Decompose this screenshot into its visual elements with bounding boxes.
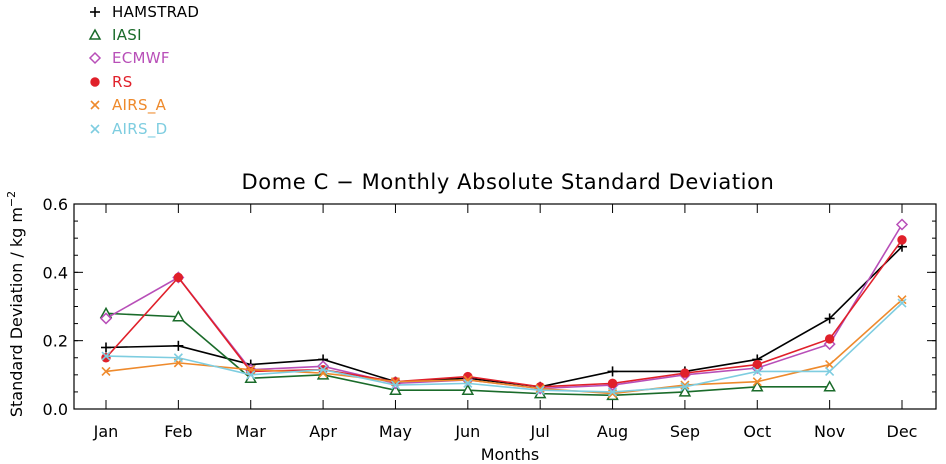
legend-marker-shape	[90, 100, 100, 110]
x-tick-label: Aug	[597, 422, 628, 441]
series-airs-a	[101, 295, 907, 399]
legend-item-airs-a: AIRS_A	[88, 94, 199, 117]
data-point-iasi	[389, 383, 402, 395]
x-tick-label: Oct	[743, 422, 771, 441]
data-point-iasi	[172, 310, 185, 322]
data-point-rs	[680, 368, 690, 378]
legend-label-airs-d: AIRS_D	[112, 119, 168, 138]
legend-label-ecmwf: ECMWF	[112, 49, 170, 68]
y-axis-label-main: Standard Deviation / kg m	[7, 207, 26, 417]
data-point-airs-d	[752, 366, 762, 376]
series-airs-d	[101, 298, 907, 397]
legend-label-iasi: IASI	[112, 26, 142, 45]
data-point-airs-d	[173, 353, 183, 363]
data-point-airs-a	[897, 295, 907, 305]
data-point-rs	[752, 359, 762, 370]
plot-frame	[73, 203, 937, 410]
data-point-hamstrad	[607, 366, 618, 377]
data-point-airs-a	[101, 366, 111, 376]
x-tick-label: Jun	[454, 422, 480, 441]
data-point-rs	[897, 235, 907, 245]
x-axis-label: Months	[481, 445, 539, 464]
data-point-airs-a	[752, 377, 762, 387]
x-tick-label: Jul	[530, 422, 550, 441]
series-line-rs	[105, 239, 903, 388]
x-tick-label: Apr	[309, 422, 337, 441]
legend-marker-shape	[90, 77, 100, 87]
data-point-airs-d	[825, 366, 835, 376]
data-point-airs-a	[535, 383, 545, 394]
data-point-rs	[824, 334, 835, 344]
legend-item-airs-d: AIRS_D	[88, 117, 199, 140]
legend-marker-rs	[88, 75, 112, 89]
legend-marker-iasi	[88, 28, 112, 42]
data-point-rs	[101, 353, 111, 363]
legend-marker-shape	[88, 52, 102, 65]
legend-marker-ecmwf	[88, 51, 112, 65]
data-point-airs-a	[463, 375, 473, 385]
data-point-hamstrad	[824, 313, 835, 324]
y-tick-label: 0.0	[43, 400, 68, 419]
legend-label-hamstrad: HAMSTRAD	[112, 2, 200, 21]
legend-item-hamstrad: HAMSTRAD	[88, 0, 199, 23]
data-point-ecmwf	[99, 312, 113, 325]
legend-label-airs-a: AIRS_A	[112, 96, 167, 115]
data-point-airs-d	[101, 351, 111, 361]
data-point-airs-d	[897, 298, 907, 308]
data-point-airs-d	[463, 378, 473, 388]
series-layer	[99, 218, 909, 401]
legend-marker-shape	[90, 124, 100, 134]
x-tick-label: Jan	[93, 422, 119, 441]
data-point-airs-d	[607, 387, 618, 397]
y-tick-label: 0.2	[43, 332, 68, 351]
x-tick-label: Feb	[164, 422, 192, 441]
legend-marker-shape	[88, 28, 102, 40]
y-axis-label-exponent: −2	[5, 191, 18, 207]
data-point-iasi	[823, 380, 836, 392]
x-tick-label: Sep	[670, 422, 700, 441]
data-point-airs-a	[825, 360, 835, 370]
legend-marker-hamstrad	[88, 5, 112, 19]
data-point-rs	[173, 272, 184, 283]
data-point-hamstrad	[173, 340, 184, 351]
series-line-airs-a	[105, 299, 903, 395]
data-point-airs-d	[680, 382, 690, 392]
y-tick-label: 0.4	[43, 263, 68, 282]
series-hamstrad	[101, 241, 907, 392]
y-axis-label: Standard Deviation / kg m−2	[5, 191, 26, 417]
legend-marker-airs-d	[88, 122, 112, 136]
data-point-airs-d	[535, 385, 545, 395]
x-tick-label: Dec	[887, 422, 918, 441]
legend-item-iasi: IASI	[88, 23, 199, 46]
legend-marker-airs-a	[88, 98, 112, 112]
x-tick-label: Nov	[814, 422, 845, 441]
data-point-iasi	[461, 383, 475, 395]
legend-marker-shape	[90, 6, 100, 17]
legend-item-rs: RS	[88, 70, 199, 93]
x-tick-label: Mar	[236, 422, 267, 441]
data-point-iasi	[750, 380, 764, 392]
data-point-ecmwf	[895, 218, 909, 231]
legend: HAMSTRAD IASI ECMWF RS AIRS_A AIRS_D	[88, 0, 199, 140]
legend-label-rs: RS	[112, 72, 133, 91]
data-point-airs-d	[390, 380, 401, 390]
data-point-iasi	[678, 385, 692, 397]
series-line-airs-d	[105, 302, 903, 393]
plot-area: 0.0 0.2 0.4 0.6 Jan Feb Mar Apr May Jun Jul Aug Sep O…	[43, 195, 937, 441]
x-tick-label: May	[379, 422, 412, 441]
series-line-hamstrad	[105, 246, 903, 388]
y-tick-label: 0.6	[43, 195, 68, 214]
data-point-hamstrad	[101, 342, 111, 353]
chart-title: Dome C − Monthly Absolute Standard Devia…	[242, 170, 775, 194]
data-point-airs-d	[318, 365, 328, 375]
data-point-airs-d	[246, 370, 256, 380]
data-point-rs	[607, 378, 618, 389]
legend-item-ecmwf: ECMWF	[88, 47, 199, 70]
series-line-ecmwf	[105, 224, 903, 390]
